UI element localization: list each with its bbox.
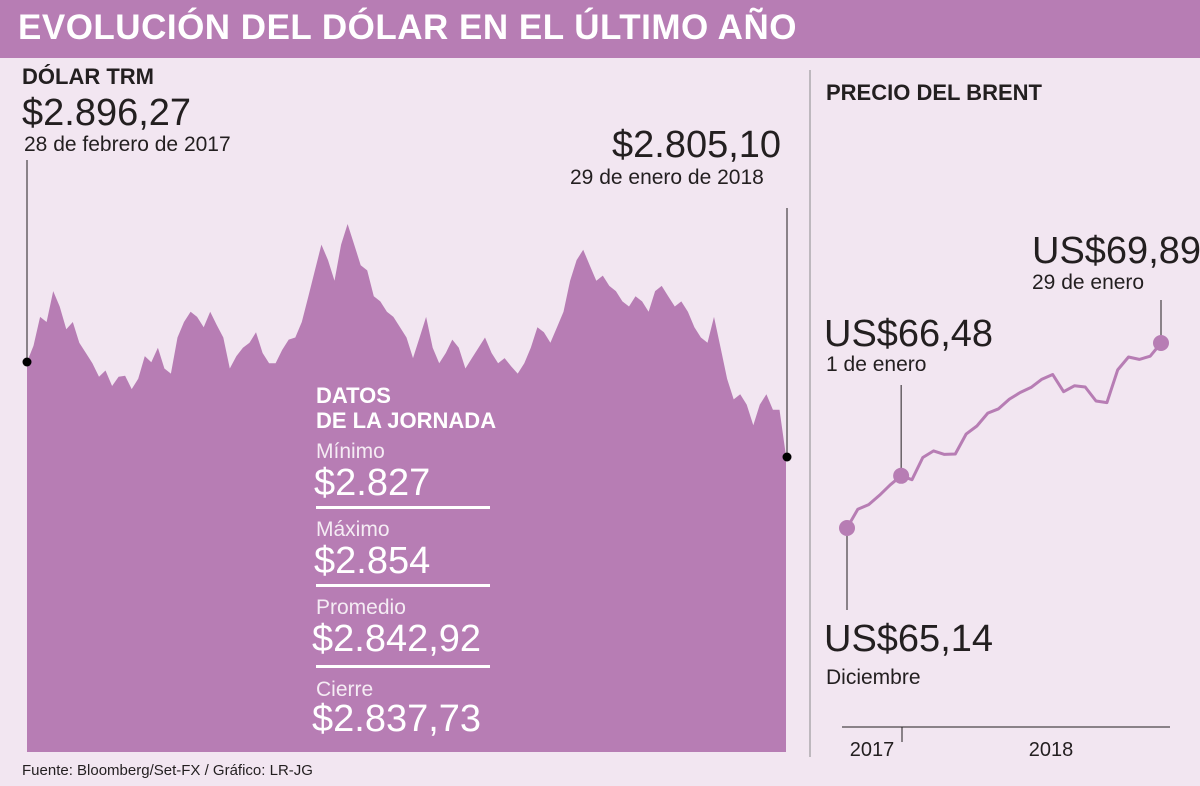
trm-section-label: DÓLAR TRM bbox=[22, 64, 154, 89]
stat-label-maximo: Máximo bbox=[316, 518, 390, 541]
stat-value-minimo: $2.827 bbox=[314, 462, 431, 504]
brent-start-value: US$65,14 bbox=[824, 618, 994, 660]
stat-divider bbox=[316, 665, 490, 668]
source-note: Fuente: Bloomberg/Set-FX / Gráfico: LR-J… bbox=[22, 762, 313, 779]
brent-x-tick-label: 2017 bbox=[850, 739, 895, 761]
jornada-heading-2: DE LA JORNADA bbox=[316, 408, 497, 433]
trm-end-value: $2.805,10 bbox=[612, 124, 782, 166]
stat-value-cierre: $2.837,73 bbox=[312, 698, 482, 740]
trm-end-date: 29 de enero de 2018 bbox=[570, 166, 764, 189]
brent-mid-date: 1 de enero bbox=[826, 353, 927, 376]
brent-marker-2 bbox=[1153, 335, 1169, 351]
chart-title: EVOLUCIÓN DEL DÓLAR EN EL ÚLTIMO AÑO bbox=[18, 8, 797, 47]
stat-divider bbox=[316, 506, 490, 509]
trm-start-point bbox=[22, 357, 32, 367]
brent-x-tick-label: 2018 bbox=[1029, 739, 1074, 761]
title-banner: EVOLUCIÓN DEL DÓLAR EN EL ÚLTIMO AÑO bbox=[0, 0, 1200, 58]
stat-value-promedio: $2.842,92 bbox=[312, 618, 482, 660]
brent-start-date: Diciembre bbox=[826, 666, 921, 689]
stat-divider bbox=[316, 584, 490, 587]
brent-marker-0 bbox=[839, 520, 855, 536]
stat-label-promedio: Promedio bbox=[316, 596, 406, 619]
brent-marker-1 bbox=[893, 467, 910, 484]
trm-end-point bbox=[782, 452, 792, 462]
stat-label-cierre: Cierre bbox=[316, 678, 374, 701]
jornada-heading-1: DATOS bbox=[316, 383, 391, 408]
trm-area bbox=[27, 224, 786, 752]
brent-section-label: PRECIO DEL BRENT bbox=[826, 80, 1042, 105]
trm-start-value: $2.896,27 bbox=[22, 92, 192, 134]
trm-start-date: 28 de febrero de 2017 bbox=[24, 133, 231, 156]
stat-value-maximo: $2.854 bbox=[314, 540, 431, 582]
brent-end-value: US$69,89 bbox=[1032, 230, 1200, 272]
stat-label-minimo: Mínimo bbox=[316, 440, 385, 463]
brent-end-date: 29 de enero bbox=[1032, 271, 1145, 294]
brent-mid-value: US$66,48 bbox=[824, 313, 994, 355]
